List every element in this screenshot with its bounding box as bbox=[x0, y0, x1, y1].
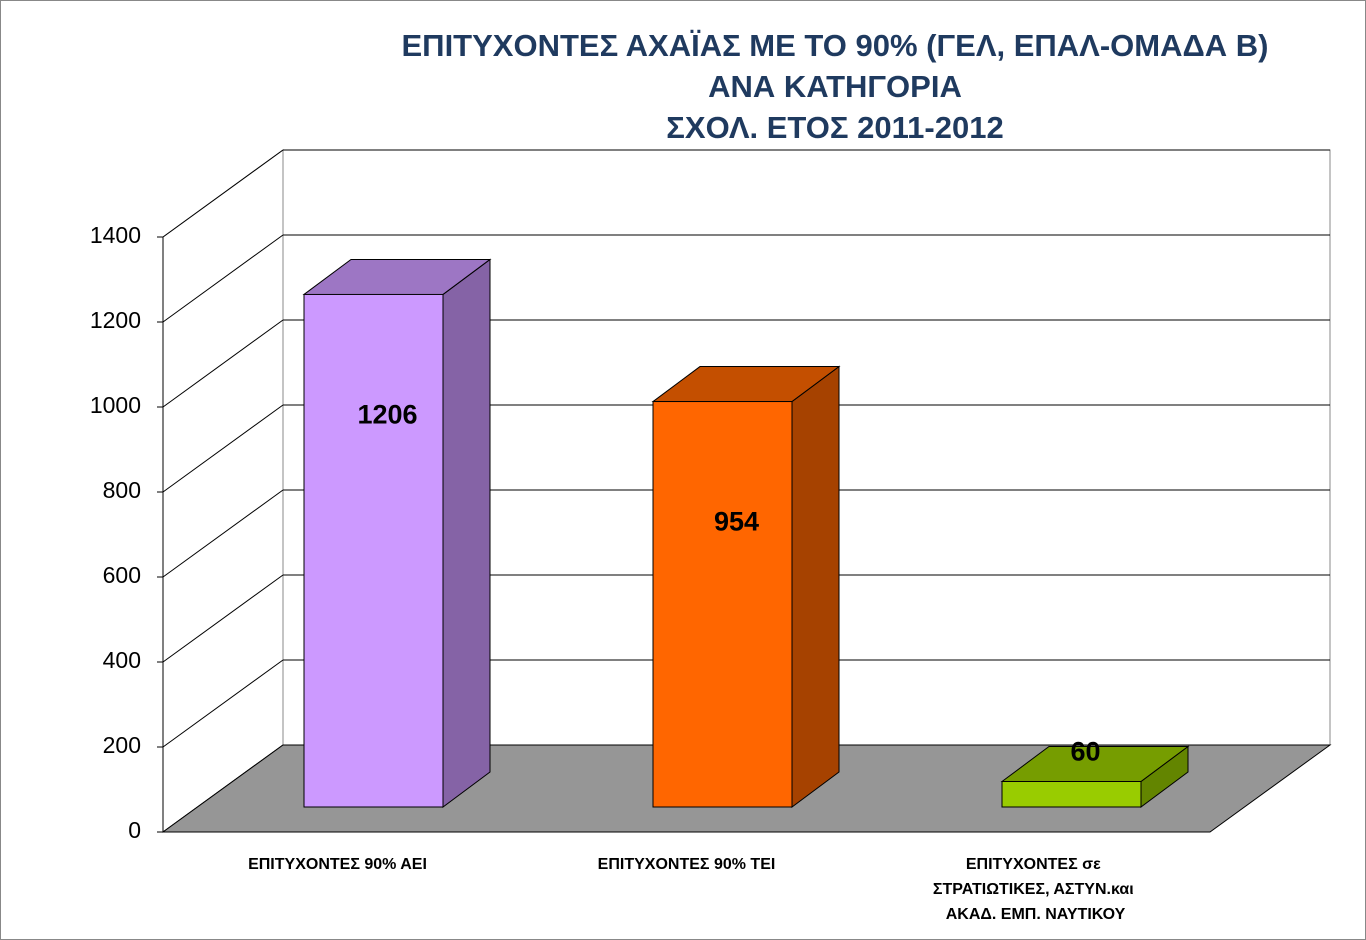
data-label: 954 bbox=[714, 507, 759, 537]
y-tick-label: 1400 bbox=[90, 222, 141, 248]
grid-line bbox=[162, 149, 284, 238]
data-label: 60 bbox=[1070, 737, 1100, 767]
y-tick-label: 200 bbox=[103, 732, 141, 758]
chart-title: ΕΠΙΤΥΧΟΝΤΕΣ ΑΧΑΪΑΣ ΜΕ ΤΟ 90% (ΓΕΛ, ΕΠΑΛ-… bbox=[402, 28, 1269, 63]
grid-line bbox=[162, 319, 284, 408]
y-tick-label: 600 bbox=[103, 562, 141, 588]
y-tick-label: 800 bbox=[103, 477, 141, 503]
bar-side bbox=[791, 365, 840, 808]
y-tick-label: 0 bbox=[128, 817, 141, 843]
y-tick-label: 1200 bbox=[90, 307, 141, 333]
chart-title: ΣΧΟΛ. ΕΤΟΣ 2011-2012 bbox=[666, 110, 1003, 145]
bar bbox=[303, 293, 444, 808]
x-tick-label: ΕΠΙΤΥΧΟΝΤΕΣ σε ΣΤΡΑΤΙΩΤΙΚΕΣ, ΑΣΤΥΝ.και Α… bbox=[933, 856, 1138, 923]
grid-line bbox=[162, 574, 284, 663]
y-tick-label: 1000 bbox=[90, 392, 141, 418]
grid-line bbox=[162, 659, 284, 748]
x-tick-label: ΕΠΙΤΥΧΟΝΤΕΣ 90% ΤΕΙ bbox=[598, 856, 776, 873]
data-label: 1206 bbox=[357, 400, 417, 430]
chart-title: ΑΝΑ ΚΑΤΗΓΟΡΙΑ bbox=[708, 69, 962, 104]
grid-line bbox=[162, 489, 284, 578]
bar-side bbox=[442, 258, 491, 808]
y-tick-label: 400 bbox=[103, 647, 141, 673]
side-wall bbox=[162, 149, 284, 833]
grid-line bbox=[162, 404, 284, 493]
x-tick-label: ΕΠΙΤΥΧΟΝΤΕΣ 90% ΑΕΙ bbox=[248, 856, 427, 873]
bar bbox=[1001, 781, 1142, 808]
bar bbox=[652, 401, 793, 808]
grid-line bbox=[162, 234, 284, 323]
